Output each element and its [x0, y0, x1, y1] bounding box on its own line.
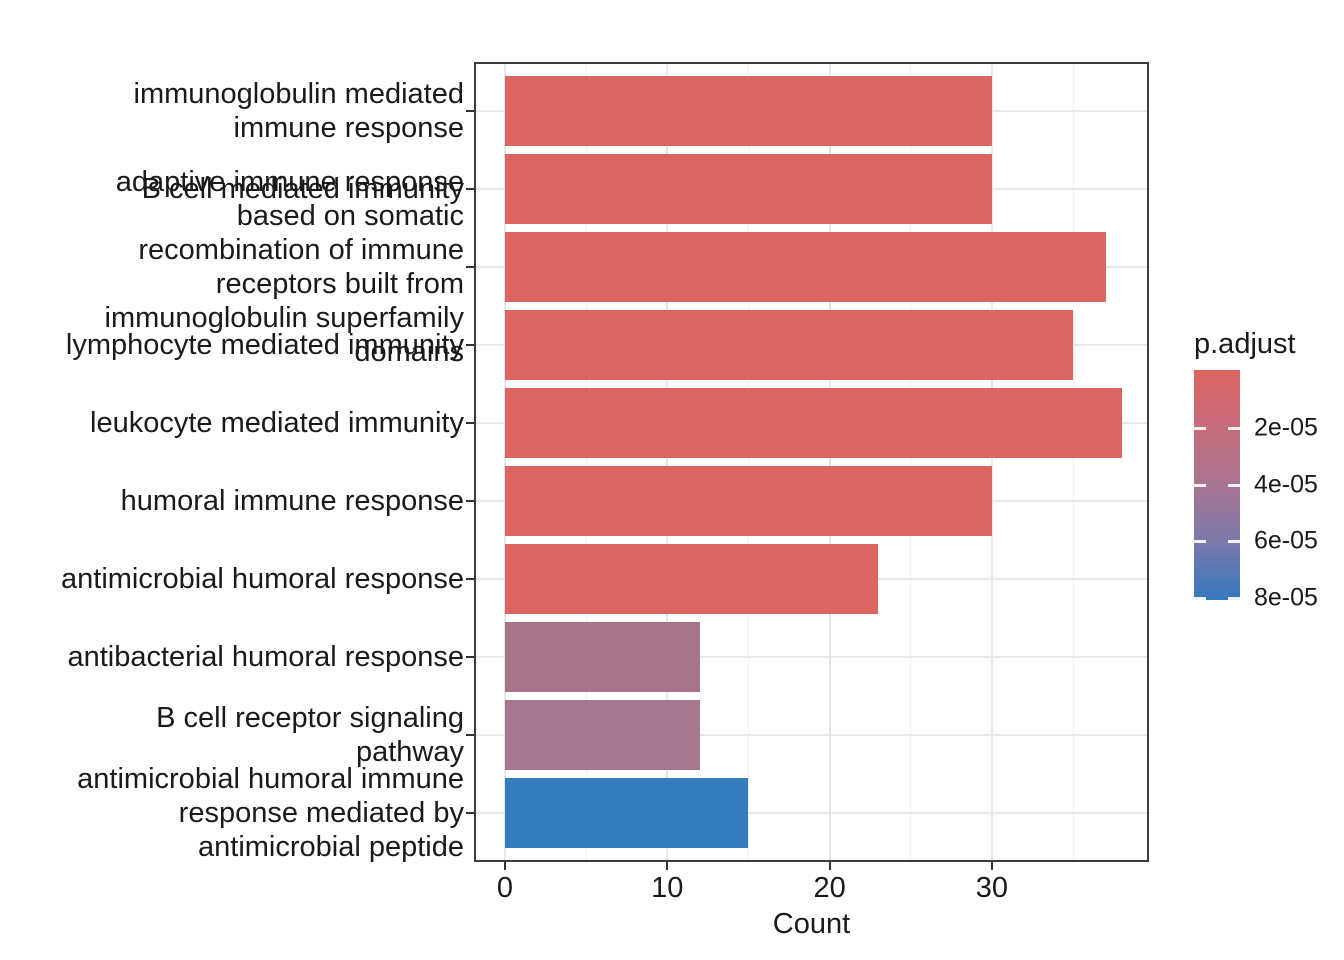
y-axis-tick [466, 734, 474, 737]
y-axis-category-label: lymphocyte mediated immunity [65, 328, 464, 361]
x-axis-tick-label: 30 [975, 872, 1009, 904]
legend-tick-mark [1194, 427, 1206, 430]
bar [505, 544, 878, 615]
bar [505, 622, 700, 693]
x-axis-tick [828, 862, 831, 870]
bar [505, 466, 992, 537]
y-axis-tick [466, 656, 474, 659]
legend-tick-label: 6e-05 [1254, 526, 1318, 555]
legend-tick-mark [1194, 484, 1206, 487]
x-axis-tick [990, 862, 993, 870]
y-axis-category-label: leukocyte mediated immunity [90, 406, 464, 439]
bar [505, 387, 1122, 458]
y-axis-tick [466, 343, 474, 346]
x-axis-tick-label: 20 [813, 872, 846, 904]
gridline-minor-x [1072, 64, 1074, 860]
legend-tick-mark [1228, 597, 1240, 600]
bar [505, 700, 700, 771]
plot-panel [474, 62, 1149, 862]
y-axis-category-label: adaptive immune response based on somati… [104, 165, 464, 368]
gridline-minor-x [747, 64, 749, 860]
legend-tick-mark [1194, 540, 1206, 543]
y-axis-tick [466, 812, 474, 815]
bar [505, 153, 992, 224]
y-axis-category-label: antibacterial humoral response [67, 641, 464, 674]
gridline-major-x [666, 64, 669, 860]
x-axis-tick [666, 862, 669, 870]
x-axis-title: Count [772, 908, 851, 940]
bar [505, 309, 1073, 380]
legend-tick-mark [1228, 484, 1240, 487]
bar [505, 231, 1106, 302]
y-axis-tick [466, 265, 474, 268]
gridline-major-x [504, 64, 506, 860]
x-axis-tick [504, 862, 506, 870]
legend-tick-label: 8e-05 [1254, 583, 1318, 612]
legend-tick-mark [1228, 427, 1240, 430]
y-axis-tick [466, 421, 474, 424]
legend-tick-mark [1228, 540, 1240, 543]
y-axis-category-label: humoral immune response [120, 485, 464, 518]
bar [505, 778, 748, 849]
y-axis-tick [466, 187, 474, 190]
legend-tick-mark [1194, 597, 1206, 600]
gridline-minor-x [585, 64, 587, 860]
x-axis-tick-label: 10 [651, 872, 684, 904]
y-axis-category-label: immunoglobulin mediated immune response [133, 77, 464, 144]
x-axis-tick-label: 0 [496, 872, 514, 904]
y-axis-category-label: antimicrobial humoral immune response me… [77, 763, 464, 864]
legend-tick-label: 2e-05 [1254, 413, 1318, 442]
bar [505, 75, 992, 146]
legend-title: p.adjust [1194, 328, 1296, 360]
gridline-major-x [828, 64, 831, 860]
gridline-minor-x [910, 64, 912, 860]
gridline-major-y [476, 656, 1147, 659]
y-axis-tick [466, 500, 474, 503]
gridline-major-y [476, 812, 1147, 815]
y-axis-category-label: B cell receptor signaling pathway [156, 702, 464, 769]
y-axis-tick [466, 578, 474, 581]
legend-tick-label: 4e-05 [1254, 470, 1318, 499]
gridline-major-y [476, 734, 1147, 737]
gridline-major-x [990, 64, 993, 860]
y-axis-category-label: antimicrobial humoral response [61, 563, 464, 596]
y-axis-tick [466, 109, 474, 112]
y-axis-category-label: B cell mediated immunity [141, 172, 464, 205]
